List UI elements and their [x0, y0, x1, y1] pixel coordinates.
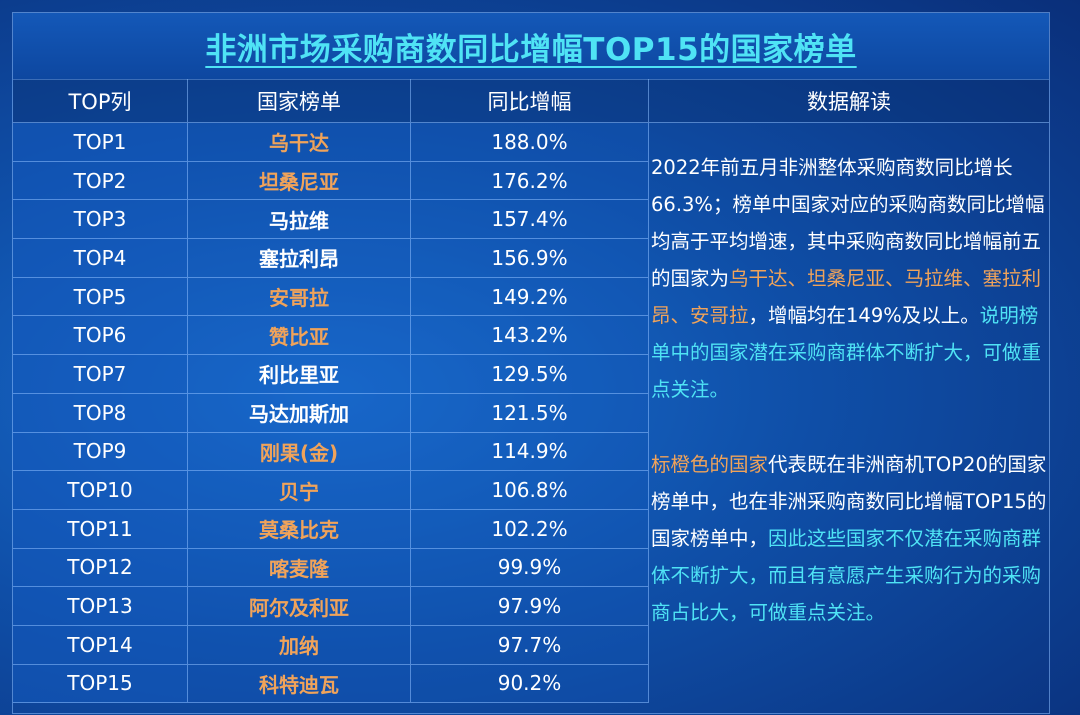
table-row: TOP11 莫桑比克 102.2%	[13, 509, 649, 549]
table-row: TOP2 坦桑尼亚 176.2%	[13, 161, 649, 201]
page-title: 非洲市场采购商数同比增幅TOP15的国家榜单	[205, 31, 857, 68]
table-row: TOP9 刚果(金) 114.9%	[13, 432, 649, 472]
interp-conclusion-2: 因此这些国家不仅潜在采购商群体不断扩大，而且有意愿产生采购行为的采购商占比大，可…	[651, 527, 1042, 624]
growth-cell: 143.2%	[411, 316, 649, 356]
interpretation-paragraph-2: 标橙色的国家代表既在非洲商机TOP20的国家榜单中，也在非洲采购商数同比增幅TO…	[651, 446, 1047, 631]
rank-cell: TOP10	[13, 471, 188, 510]
header-growth: 同比增幅	[411, 79, 649, 123]
title-bar: 非洲市场采购商数同比增幅TOP15的国家榜单	[13, 13, 1049, 80]
rank-cell: TOP15	[13, 664, 188, 704]
rank-cell: TOP4	[13, 239, 188, 278]
growth-cell: 156.9%	[411, 239, 649, 278]
rank-cell: TOP6	[13, 316, 188, 356]
table-row: TOP5 安哥拉 149.2%	[13, 277, 649, 317]
growth-cell: 114.9%	[411, 432, 649, 472]
interp-orange-legend: 标橙色的国家	[651, 453, 769, 476]
ranking-panel: 非洲市场采购商数同比增幅TOP15的国家榜单 TOP列 国家榜单 同比增幅 数据…	[12, 12, 1050, 714]
table-row: TOP10 贝宁 106.8%	[13, 471, 649, 510]
country-cell: 利比里亚	[188, 355, 411, 394]
growth-cell: 99.9%	[411, 548, 649, 588]
table-row: TOP6 赞比亚 143.2%	[13, 316, 649, 356]
rank-cell: TOP3	[13, 200, 188, 240]
growth-cell: 102.2%	[411, 509, 649, 549]
table-row: TOP3 马拉维 157.4%	[13, 200, 649, 240]
country-cell: 莫桑比克	[188, 509, 411, 549]
header-country: 国家榜单	[188, 79, 411, 123]
growth-cell: 97.9%	[411, 587, 649, 626]
country-cell: 科特迪瓦	[188, 664, 411, 704]
rank-cell: TOP7	[13, 355, 188, 394]
growth-cell: 97.7%	[411, 625, 649, 665]
rank-cell: TOP9	[13, 432, 188, 472]
growth-cell: 149.2%	[411, 277, 649, 317]
interpretation-paragraph-1: 2022年前五月非洲整体采购商数同比增长66.3%；榜单中国家对应的采购商数同比…	[651, 149, 1047, 408]
interp-text-1a: 2022年前五月非洲整体采购商数同比增长66.3%；榜单中国家对应的采购商数同比…	[651, 156, 1045, 290]
interpretation-panel: 2022年前五月非洲整体采购商数同比增长66.3%；榜单中国家对应的采购商数同比…	[649, 123, 1049, 713]
country-cell: 乌干达	[188, 123, 411, 162]
interp-text-1c: ，增幅均在149%及以上。	[748, 304, 980, 327]
country-cell: 塞拉利昂	[188, 239, 411, 278]
growth-cell: 157.4%	[411, 200, 649, 240]
growth-cell: 106.8%	[411, 471, 649, 510]
rank-cell: TOP2	[13, 161, 188, 201]
interp-conclusion-1: 说明榜单中的国家潜在采购商群体不断扩大，可做重点关注。	[651, 304, 1042, 401]
rank-cell: TOP12	[13, 548, 188, 588]
header-interpretation: 数据解读	[649, 79, 1049, 123]
rank-cell: TOP5	[13, 277, 188, 317]
country-cell: 加纳	[188, 625, 411, 665]
header-rank: TOP列	[13, 79, 188, 123]
table-header: TOP列 国家榜单 同比增幅 数据解读	[13, 79, 1049, 123]
rank-cell: TOP14	[13, 625, 188, 665]
rank-cell: TOP1	[13, 123, 188, 162]
country-cell: 安哥拉	[188, 277, 411, 317]
country-cell: 赞比亚	[188, 316, 411, 356]
growth-cell: 121.5%	[411, 393, 649, 433]
table-row: TOP15 科特迪瓦 90.2%	[13, 664, 649, 704]
country-cell: 阿尔及利亚	[188, 587, 411, 626]
rank-cell: TOP13	[13, 587, 188, 626]
table-row: TOP7 利比里亚 129.5%	[13, 355, 649, 394]
table-row: TOP4 塞拉利昂 156.9%	[13, 239, 649, 278]
country-cell: 刚果(金)	[188, 432, 411, 472]
country-cell: 坦桑尼亚	[188, 161, 411, 201]
growth-cell: 129.5%	[411, 355, 649, 394]
growth-cell: 90.2%	[411, 664, 649, 704]
paragraph-gap	[651, 408, 1047, 446]
rank-cell: TOP8	[13, 393, 188, 433]
table-row: TOP13 阿尔及利亚 97.9%	[13, 587, 649, 626]
interp-top5-countries: 乌干达、坦桑尼亚、马拉维、塞拉利昂、安哥拉	[651, 267, 1042, 327]
table-row: TOP12 喀麦隆 99.9%	[13, 548, 649, 588]
growth-cell: 176.2%	[411, 161, 649, 201]
country-cell: 喀麦隆	[188, 548, 411, 588]
ranking-table-body: TOP1 乌干达 188.0% TOP2 坦桑尼亚 176.2% TOP3 马拉维 157.4%…	[13, 123, 649, 704]
table-row: TOP14 加纳 97.7%	[13, 625, 649, 665]
growth-cell: 188.0%	[411, 123, 649, 162]
country-cell: 马拉维	[188, 200, 411, 240]
interp-text-2b: 代表既在非洲商机TOP20的国家榜单中，也在非洲采购商数同比增幅TOP15的国家…	[651, 453, 1047, 550]
country-cell: 贝宁	[188, 471, 411, 510]
country-cell: 马达加斯加	[188, 393, 411, 433]
rank-cell: TOP11	[13, 509, 188, 549]
table-row: TOP1 乌干达 188.0%	[13, 123, 649, 162]
table-row: TOP8 马达加斯加 121.5%	[13, 393, 649, 433]
